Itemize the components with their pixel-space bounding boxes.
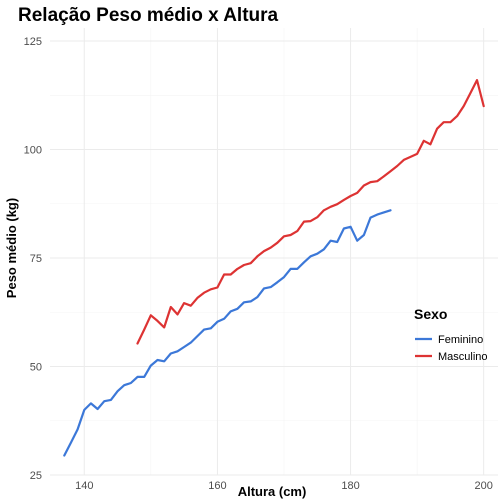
- series-line-feminino: [63, 209, 392, 457]
- y-tick-label: 50: [30, 362, 42, 374]
- x-tick-label: 140: [75, 480, 93, 492]
- legend-title: Sexo: [414, 306, 447, 322]
- chart-title: Relação Peso médio x Altura: [18, 5, 279, 26]
- series-line-masculino: [136, 78, 485, 345]
- x-tick-label: 200: [475, 480, 493, 492]
- legend-label-feminino: Feminino: [438, 334, 483, 346]
- x-tick-label: 160: [208, 480, 226, 492]
- y-axis-title: Peso médio (kg): [4, 198, 19, 298]
- x-axis-title: Altura (cm): [238, 484, 307, 499]
- legend: Sexo Feminino Masculino: [414, 306, 488, 363]
- legend-label-masculino: Masculino: [438, 351, 488, 363]
- y-tick-label: 100: [24, 145, 42, 157]
- x-tick-label: 180: [341, 480, 359, 492]
- y-tick-label: 75: [30, 253, 42, 265]
- y-tick-labels: 25 50 75 100 125: [24, 36, 42, 482]
- chart-grid: [50, 28, 498, 476]
- y-tick-label: 25: [30, 470, 42, 482]
- y-tick-label: 125: [24, 36, 42, 48]
- x-tick-labels: 140 160 180 200: [75, 480, 493, 492]
- chart-series: [63, 78, 485, 457]
